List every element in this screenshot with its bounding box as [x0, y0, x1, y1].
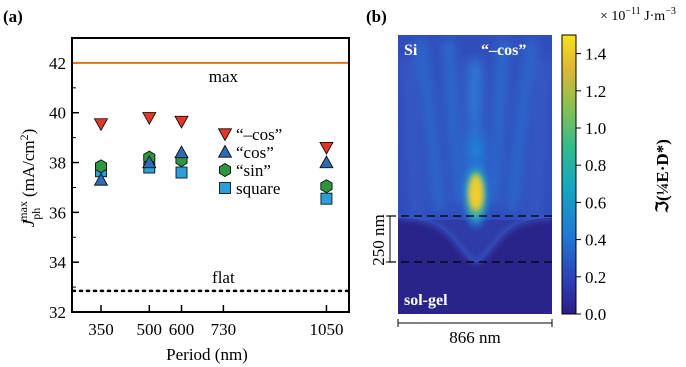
- point-triangle-down: [174, 115, 189, 129]
- width-dimension: 866 nm: [397, 319, 553, 347]
- colorbar-label: ℑ(¼E·D*): [653, 139, 672, 214]
- x-axis-label: Period (nm): [166, 345, 248, 364]
- x-tick-label: 1050: [309, 320, 343, 339]
- point-triangle-down: [319, 141, 334, 155]
- point-triangle-up: [93, 172, 109, 186]
- colorbar-tick-label: 1.2: [585, 82, 606, 101]
- x-tick-label: 600: [169, 320, 195, 339]
- colorbar-tick-label: 0.2: [585, 268, 606, 287]
- legend-label: square: [236, 179, 280, 198]
- y-axis: 32 34 36 38 40 42: [49, 54, 79, 322]
- colorbar-tick-label: 0.6: [585, 193, 606, 212]
- si-label: Si: [404, 42, 418, 59]
- y-tick-label: 42: [49, 54, 66, 73]
- y-tick-label: 32: [49, 303, 66, 322]
- point-triangle-up: [174, 145, 189, 159]
- sol-gel-label: sol-gel: [404, 292, 448, 309]
- point-square: [320, 192, 333, 205]
- legend-label: “sin”: [236, 161, 271, 180]
- colorbar-tick-label: 0.0: [585, 305, 606, 324]
- colorbar-unit: × 10−11 J·m−3: [600, 6, 676, 24]
- cos-label: “–cos”: [481, 42, 526, 59]
- legend-marker-triangle-down: [217, 128, 233, 142]
- colorbar-gradient: [561, 34, 577, 315]
- data-points: [93, 112, 334, 205]
- colorbar-tick-label: 0.4: [585, 231, 607, 250]
- colorbar: 0.0 0.2 0.4 0.6 0.8 1.0 1.2 1.4 × 10−11 J·m−3 ℑ…: [561, 6, 676, 324]
- field-map: Si “–cos” sol-gel: [388, 35, 552, 314]
- y-tick-label: 36: [49, 203, 66, 222]
- max-label: max: [209, 67, 239, 86]
- height-dimension: 250 nm: [369, 214, 394, 266]
- colorbar-tick-label: 0.8: [585, 156, 606, 175]
- legend-label: “cos”: [236, 143, 274, 162]
- plot-frame: [71, 37, 350, 313]
- x-tick-label: 500: [137, 320, 163, 339]
- scatter-plot: 32 34 36 38 40 42 350 500 600 730 1050 max flat “–…: [49, 37, 350, 339]
- colorbar-ticks: 0.0 0.2 0.4 0.6 0.8 1.0 1.2 1.4: [576, 45, 607, 324]
- y-tick-label: 40: [49, 104, 66, 123]
- panel-b-label: (b): [366, 7, 387, 26]
- legend-marker-hexagon: [218, 163, 232, 177]
- y-axis-label: Jphmax(mA/cm2): [16, 129, 43, 228]
- x-axis: 350 500 600 730 1050: [88, 305, 343, 339]
- point-square: [175, 166, 188, 179]
- point-triangle-up: [319, 155, 334, 169]
- legend-marker-square: [219, 182, 231, 194]
- x-tick-label: 350: [88, 320, 114, 339]
- height-label: 250 nm: [369, 214, 388, 265]
- point-triangle-down: [93, 118, 109, 132]
- y-tick-label: 34: [49, 253, 67, 272]
- flat-label: flat: [212, 268, 235, 287]
- point-hexagon: [320, 179, 333, 194]
- legend-label: “–cos”: [236, 125, 282, 144]
- x-tick-label: 730: [211, 320, 237, 339]
- point-triangle-up: [142, 155, 157, 169]
- reference-lines: max flat: [71, 61, 350, 293]
- width-label: 866 nm: [449, 328, 500, 347]
- point-triangle-down: [142, 112, 157, 126]
- y-tick-label: 38: [49, 154, 66, 173]
- colorbar-tick-label: 1.0: [585, 119, 606, 138]
- colorbar-tick-label: 1.4: [585, 45, 607, 64]
- legend: “–cos”“cos”“sin”square: [217, 125, 282, 198]
- legend-marker-triangle-up: [217, 144, 233, 158]
- svg-text:Jphmax(mA/cm2): Jphmax(mA/cm2): [16, 129, 43, 228]
- point-hexagon: [95, 159, 107, 174]
- panel-a-label: (a): [3, 7, 23, 26]
